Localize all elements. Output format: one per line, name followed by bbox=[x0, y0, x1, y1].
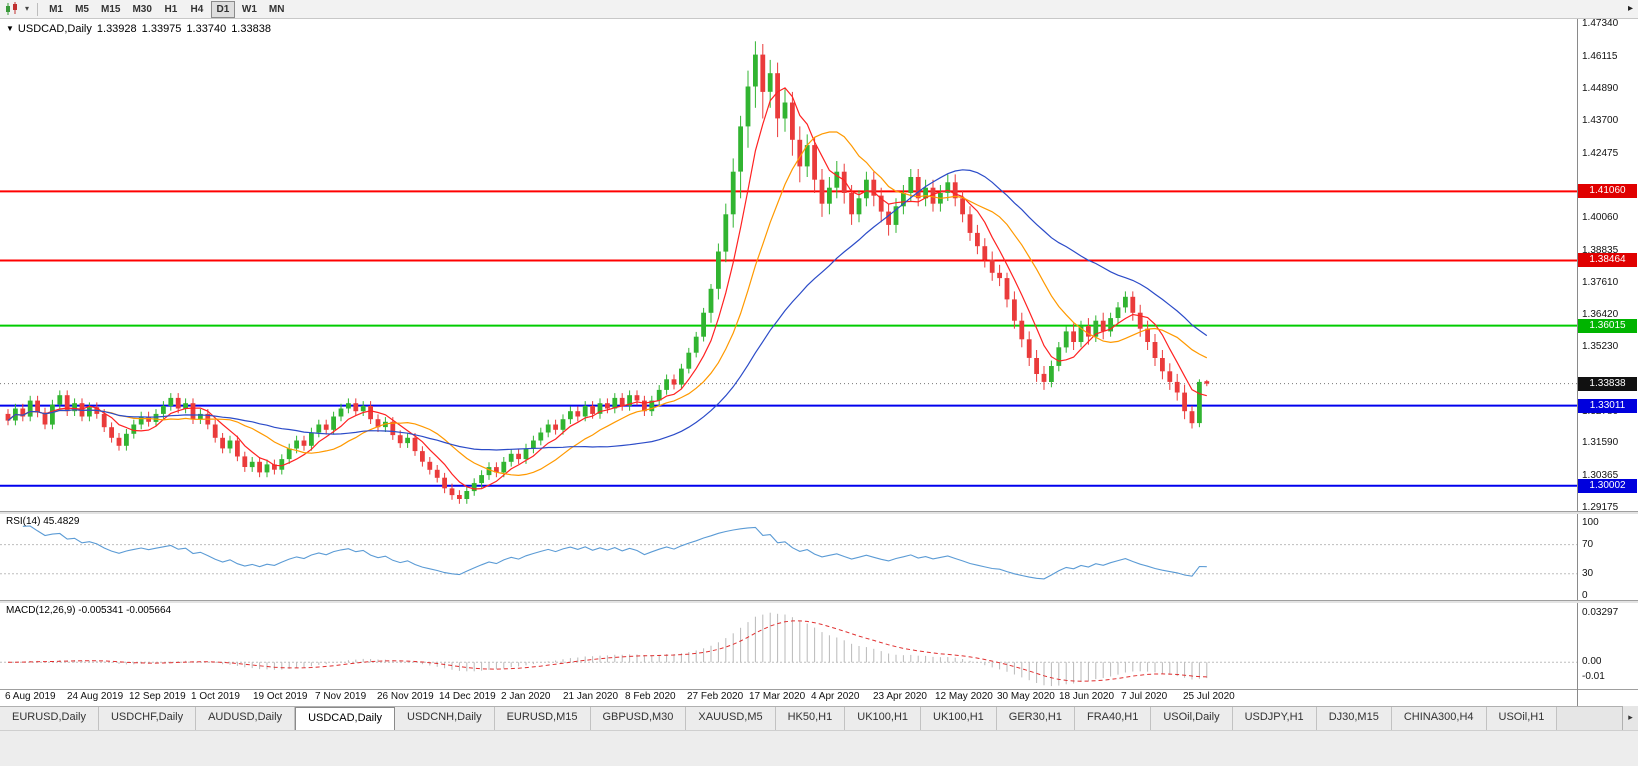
tab-audusd-daily[interactable]: AUDUSD,Daily bbox=[196, 707, 296, 730]
timeframe-button-d1[interactable]: D1 bbox=[210, 0, 235, 18]
timeframe-button-h4[interactable]: H4 bbox=[190, 3, 204, 15]
chart-menu-icon[interactable]: ▼ bbox=[6, 24, 14, 33]
chart-type-dropdown-icon[interactable]: ▾ bbox=[25, 4, 30, 13]
tab-usdcnh-daily[interactable]: USDCNH,Daily bbox=[395, 707, 495, 730]
timeframe-button-m15[interactable]: M15 bbox=[101, 3, 121, 15]
chart-symbol-title: USDCAD,Daily bbox=[17, 23, 92, 35]
horizontal-lines[interactable] bbox=[0, 190, 1577, 487]
symbol-tab-bar: EURUSD,Daily USDCHF,Daily AUDUSD,Daily USDC… bbox=[0, 706, 1638, 730]
tab-ger30-h1[interactable]: GER30,H1 bbox=[996, 707, 1075, 730]
timeframe-toolbar: ▾ M1 M5 M15 M30 H1 H4 D1 W1 MN ▸ bbox=[0, 0, 1638, 19]
tab-gbpusd-m30[interactable]: GBPUSD,M30 bbox=[590, 707, 687, 730]
timeframe-buttons: M1 M5 M15 M30 H1 H4 D1 W1 MN bbox=[43, 0, 290, 19]
candles bbox=[5, 41, 1210, 504]
timeframe-button-h1[interactable]: H1 bbox=[164, 3, 178, 15]
price-axis-border bbox=[1577, 19, 1578, 706]
ohlc-close: 1.33838 bbox=[231, 23, 271, 35]
timeframe-button-mn[interactable]: MN bbox=[268, 3, 285, 15]
time-axis[interactable] bbox=[0, 690, 1577, 706]
tab-usdchf-daily[interactable]: USDCHF,Daily bbox=[98, 707, 197, 730]
timeframe-button-m5[interactable]: M5 bbox=[75, 3, 89, 15]
tab-scroll-right-icon[interactable]: ▸ bbox=[1622, 706, 1638, 730]
macd-title: MACD(12,26,9) bbox=[6, 605, 76, 616]
tab-uk100-h1[interactable]: UK100,H1 bbox=[845, 707, 922, 730]
tab-dj30-m15[interactable]: DJ30,M15 bbox=[1316, 707, 1392, 730]
tab-xauusd-m5[interactable]: XAUUSD,M5 bbox=[686, 707, 776, 730]
status-bar bbox=[0, 730, 1638, 766]
chart-title-bar: ▼ USDCAD,Daily 1.33928 1.33975 1.33740 1.3383… bbox=[6, 23, 276, 35]
pane-separator[interactable] bbox=[0, 600, 1638, 603]
tab-usoil-h1[interactable]: USOil,H1 bbox=[1486, 707, 1558, 730]
timeframe-button-m1[interactable]: M1 bbox=[49, 3, 63, 15]
tab-usoil-daily[interactable]: USOil,Daily bbox=[1151, 707, 1233, 730]
macd-label: MACD(12,26,9) -0.005341 -0.005664 bbox=[6, 605, 171, 616]
tab-eurusd-m15[interactable]: EURUSD,M15 bbox=[494, 707, 591, 730]
macd-values: -0.005341 -0.005664 bbox=[78, 605, 172, 616]
time-axis-border bbox=[0, 689, 1638, 690]
rsi-line bbox=[22, 525, 1207, 580]
moving-average-33 bbox=[7, 169, 1208, 451]
ohlc-open: 1.33928 bbox=[96, 23, 137, 35]
rsi-label: RSI(14) 45.4829 bbox=[6, 516, 79, 527]
rsi-value: 45.4829 bbox=[43, 516, 80, 527]
toolbar-separator bbox=[37, 2, 39, 16]
moving-average-6 bbox=[7, 87, 1207, 490]
toolbar-overflow-icon[interactable]: ▸ bbox=[1627, 3, 1633, 14]
price-axis[interactable] bbox=[1578, 19, 1638, 689]
tab-usdcad-daily[interactable]: USDCAD,Daily bbox=[295, 707, 396, 730]
pane-separator[interactable] bbox=[0, 511, 1638, 514]
macd-signal-line bbox=[7, 620, 1207, 682]
rsi-title: RSI(14) bbox=[6, 516, 41, 527]
macd-histogram bbox=[14, 612, 1208, 687]
symbol-tabs: EURUSD,Daily USDCHF,Daily AUDUSD,Daily USDC… bbox=[0, 707, 1558, 730]
tab-usdjpy-h1[interactable]: USDJPY,H1 bbox=[1232, 707, 1317, 730]
tab-eurusd-daily[interactable]: EURUSD,Daily bbox=[0, 707, 99, 730]
tab-hk50-h1[interactable]: HK50,H1 bbox=[775, 707, 846, 730]
moving-average-14 bbox=[7, 131, 1208, 477]
rsi-level-lines bbox=[0, 544, 1577, 575]
timeframe-button-w1[interactable]: W1 bbox=[241, 3, 257, 15]
tab-china300-h4[interactable]: CHINA300,H4 bbox=[1391, 707, 1487, 730]
tab-uk100-h1[interactable]: UK100,H1 bbox=[921, 707, 997, 730]
chart-type-icon[interactable] bbox=[4, 2, 22, 17]
ohlc-low: 1.33740 bbox=[186, 23, 227, 35]
chart-canvas[interactable] bbox=[0, 0, 1638, 706]
timeframe-button-m30[interactable]: M30 bbox=[132, 3, 152, 15]
ohlc-high: 1.33975 bbox=[141, 23, 182, 35]
tab-fra40-h1[interactable]: FRA40,H1 bbox=[1074, 707, 1152, 730]
